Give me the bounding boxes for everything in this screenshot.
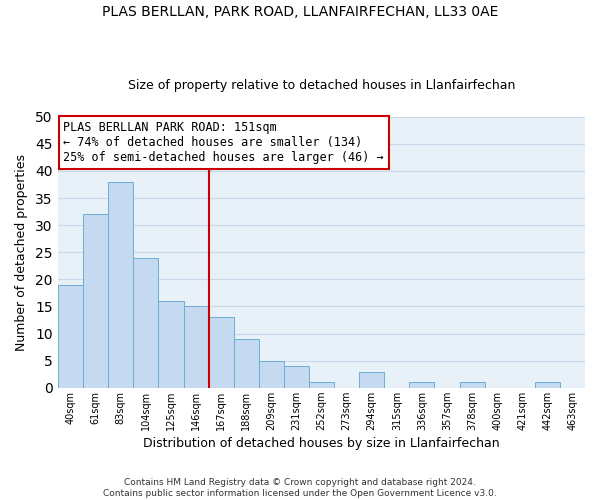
Title: Size of property relative to detached houses in Llanfairfechan: Size of property relative to detached ho… — [128, 79, 515, 92]
Bar — [83, 214, 109, 388]
Bar — [133, 258, 158, 388]
Bar — [309, 382, 334, 388]
Bar — [234, 339, 259, 388]
Text: PLAS BERLLAN, PARK ROAD, LLANFAIRFECHAN, LL33 0AE: PLAS BERLLAN, PARK ROAD, LLANFAIRFECHAN,… — [102, 5, 498, 19]
Bar — [158, 301, 184, 388]
Bar — [535, 382, 560, 388]
Bar — [460, 382, 485, 388]
Bar — [359, 372, 384, 388]
Y-axis label: Number of detached properties: Number of detached properties — [15, 154, 28, 351]
Bar — [58, 285, 83, 388]
Bar — [259, 360, 284, 388]
Bar — [209, 318, 234, 388]
Bar — [409, 382, 434, 388]
Text: Contains HM Land Registry data © Crown copyright and database right 2024.
Contai: Contains HM Land Registry data © Crown c… — [103, 478, 497, 498]
Bar — [184, 306, 209, 388]
Bar — [109, 182, 133, 388]
X-axis label: Distribution of detached houses by size in Llanfairfechan: Distribution of detached houses by size … — [143, 437, 500, 450]
Bar — [284, 366, 309, 388]
Text: PLAS BERLLAN PARK ROAD: 151sqm
← 74% of detached houses are smaller (134)
25% of: PLAS BERLLAN PARK ROAD: 151sqm ← 74% of … — [64, 121, 384, 164]
